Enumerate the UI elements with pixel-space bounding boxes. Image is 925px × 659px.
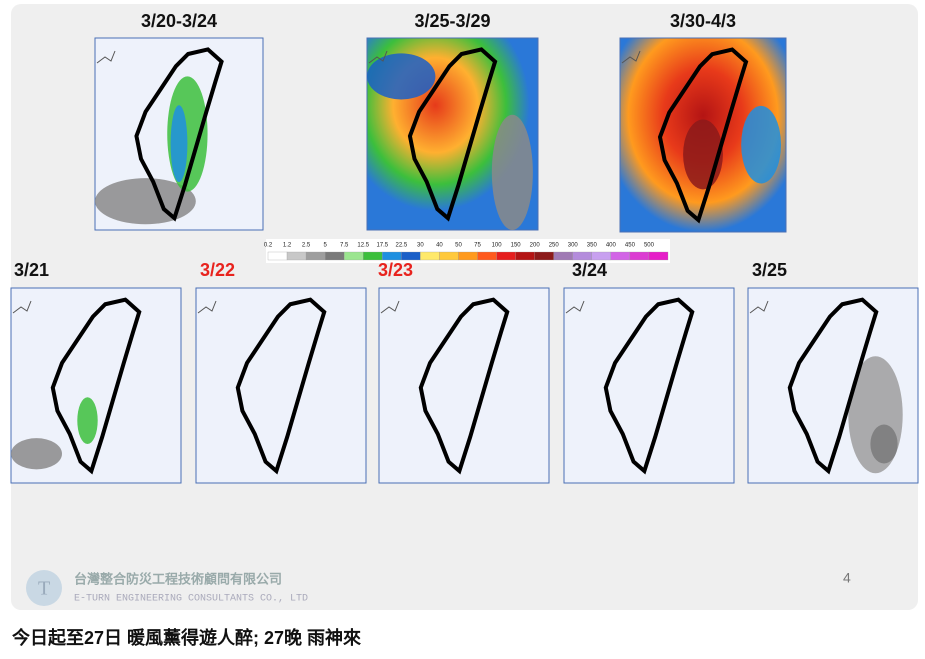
day-title: 3/24 (572, 260, 607, 280)
legend-swatch (344, 251, 364, 261)
legend-swatch (629, 251, 650, 261)
legend-swatch (305, 251, 326, 261)
legend-label: 250 (549, 243, 560, 249)
coast (749, 300, 769, 314)
coast (96, 50, 116, 64)
legend-swatch (496, 251, 516, 261)
legend-swatch (324, 251, 345, 261)
logo-mark: T (38, 578, 50, 600)
company-name: 台灣整合防災工程技術顧問有限公司 (74, 571, 282, 586)
period-title: 3/25-3/29 (414, 11, 490, 31)
legend-label: 22.5 (395, 243, 407, 249)
legend-swatch (420, 251, 440, 261)
rain-area (491, 114, 533, 230)
rain-area (741, 105, 782, 184)
legend-swatch (267, 251, 288, 261)
legend-swatch (515, 251, 535, 261)
rain-area (11, 438, 62, 470)
legend-label: 0.2 (264, 243, 273, 249)
day-title: 3/22 (200, 260, 235, 280)
legend-label: 350 (587, 243, 598, 249)
slide: 3/20-3/24 3/25-3/29 3/30-4/3 0.2 1.2 2.5 5 7.5 1… (10, 4, 919, 610)
legend-label: 100 (492, 243, 503, 249)
period-title: 3/30-4/3 (670, 11, 736, 31)
legend-swatch (648, 251, 669, 261)
page-number: 4 (843, 570, 851, 586)
legend-label: 300 (568, 243, 579, 249)
legend-label: 2.5 (302, 243, 311, 249)
legend-swatch (553, 251, 573, 261)
coast (565, 300, 585, 314)
rain-area (170, 105, 188, 182)
coast (197, 300, 217, 314)
legend-label: 7.5 (340, 243, 349, 249)
legend-label: 30 (417, 243, 424, 249)
coast (380, 300, 400, 314)
legend-swatch (534, 251, 554, 261)
legend-swatch (610, 251, 631, 261)
legend-label: 75 (474, 243, 481, 249)
rain-area (77, 397, 98, 444)
period-title: 3/20-3/24 (141, 11, 217, 31)
coast (368, 50, 388, 64)
legend-swatch (458, 251, 478, 261)
legend-label: 5 (323, 243, 327, 249)
coast (12, 300, 32, 314)
legend-swatch (439, 251, 459, 261)
legend-label: 450 (625, 243, 636, 249)
coast (621, 50, 641, 64)
company-name-en: E-TURN ENGINEERING CONSULTANTS CO., LTD (74, 594, 308, 605)
legend-swatch (286, 251, 307, 261)
legend-label: 40 (436, 243, 443, 249)
legend-label: 17.5 (376, 243, 388, 249)
legend-label: 1.2 (283, 243, 292, 249)
day-title: 3/25 (752, 260, 787, 280)
legend-label: 200 (530, 243, 541, 249)
legend-label: 50 (455, 243, 462, 249)
legend-label: 12.5 (357, 243, 369, 249)
legend-swatch (477, 251, 497, 261)
legend-label: 500 (644, 243, 655, 249)
legend-label: 150 (511, 243, 522, 249)
day-title: 3/23 (378, 260, 413, 280)
caption: 今日起至27日 暖風薰得遊人醉; 27晚 雨神來 (12, 628, 362, 648)
day-title: 3/21 (14, 260, 49, 280)
rain-area (870, 424, 898, 464)
logo (26, 570, 62, 606)
legend-label: 400 (606, 243, 617, 249)
rain-area (367, 53, 436, 100)
